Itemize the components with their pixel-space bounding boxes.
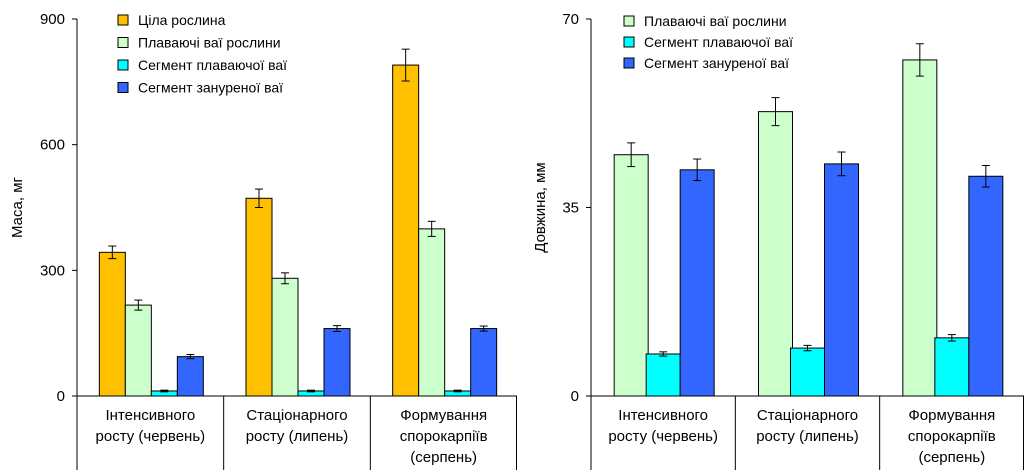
legend-label: Сегмент зануреної ваї — [644, 55, 789, 71]
error-bar-0-s3-c2 — [479, 325, 488, 332]
x-tick-label: Стаціонарного росту (липень) — [246, 407, 349, 445]
x-tick-label: Інтенсивного росту (червень) — [96, 407, 206, 445]
length-chart: 0 35 70 Довжина, мм Інтенсивного росту (черве… — [532, 11, 1024, 470]
bar-1-s0-c1 — [758, 111, 793, 397]
legend-label: Плаваючі ваї рослини — [644, 13, 787, 29]
legend-swatch — [117, 82, 129, 93]
bar-0-s1-c1 — [271, 277, 299, 397]
y-tick-label: 300 — [40, 262, 65, 279]
error-bar-1-s1-c2 — [947, 334, 956, 342]
legend-label: Сегмент зануреної ваї — [138, 80, 283, 96]
error-bar-1-s1-c1 — [803, 344, 812, 352]
error-bar-0-s0-c0 — [108, 245, 117, 260]
error-bar-0-s2-c0 — [160, 389, 169, 393]
error-bar-0-s1-c1 — [281, 272, 289, 285]
bar-0-s3-c0 — [176, 356, 204, 397]
error-bar-0-s2-c2 — [453, 389, 462, 393]
bar-1-s2-c2 — [968, 175, 1004, 397]
bar-0-s3-c1 — [323, 328, 351, 397]
bar-1-s2-c0 — [679, 169, 715, 397]
y-tick-label: 0 — [57, 388, 65, 405]
error-bar-1-s1-c0 — [659, 351, 668, 357]
error-bar-0-s3-c1 — [333, 325, 341, 332]
error-bar-0-s1-c0 — [134, 299, 143, 311]
y-tick-label: 900 — [40, 11, 65, 28]
error-bar-1-s2-c2 — [981, 164, 990, 188]
legend-label: Ціла рослина — [138, 12, 226, 28]
legend-swatch — [117, 14, 129, 26]
bar-0-s0-c1 — [245, 197, 273, 397]
bar-0-s3-c2 — [470, 328, 498, 397]
mass-chart: 0 300 600 900 Маса, мг Інтенсивного росту (чер… — [9, 11, 517, 470]
x-tick-label: Формування спорокарпіїв (серпень) — [400, 407, 488, 466]
bar-0-s1-c0 — [124, 304, 152, 397]
legend-swatch — [117, 59, 129, 71]
legend-swatch — [623, 57, 635, 69]
bar-1-s2-c1 — [824, 163, 859, 397]
legend-swatch — [623, 36, 635, 48]
error-bar-0-s0-c1 — [255, 188, 263, 208]
error-bar-1-s2-c0 — [693, 158, 702, 182]
legend: Ціла рослина Плаваючі ваї рослини Сегмент … — [117, 12, 287, 96]
bar-1-s1-c0 — [645, 353, 681, 397]
bar-1-s1-c2 — [934, 337, 970, 397]
y-tick-label: 600 — [40, 137, 65, 154]
error-bar-0-s3-c0 — [186, 354, 195, 360]
error-bar-0-s1-c2 — [427, 220, 436, 237]
bar-1-s0-c2 — [902, 59, 938, 397]
x-tick-label: Формування спорокарпіїв (серпень) — [908, 407, 996, 466]
error-bar-1-s0-c2 — [915, 43, 924, 77]
error-bar-0-s2-c1 — [307, 389, 315, 393]
bar-0-s1-c2 — [418, 228, 446, 397]
y-tick-label: 35 — [562, 200, 579, 217]
error-bar-1-s0-c0 — [627, 142, 636, 168]
error-bar-1-s0-c1 — [771, 97, 780, 127]
legend-label: Плаваючі ваї рослини — [138, 35, 281, 51]
bar-0-s0-c0 — [98, 251, 126, 397]
bar-1-s0-c0 — [613, 154, 649, 397]
y-tick-label: 0 — [571, 388, 579, 405]
y-tick-label: 70 — [562, 11, 579, 28]
y-axis-label: Маса, мг — [9, 176, 26, 237]
legend-label: Сегмент плаваючої ваї — [644, 34, 793, 50]
legend-label: Сегмент плаваючої ваї — [138, 57, 287, 73]
legend-swatch — [117, 37, 129, 48]
x-tick-label: Інтенсивного росту (червень) — [608, 407, 718, 445]
legend-swatch — [623, 15, 635, 27]
error-bar-1-s2-c1 — [837, 151, 846, 177]
error-bar-0-s0-c2 — [401, 48, 410, 82]
x-tick-label: Стаціонарного росту (липень) — [756, 407, 859, 445]
bar-0-s0-c2 — [392, 64, 420, 397]
legend: Плаваючі ваї рослини Сегмент плаваючої ва… — [623, 13, 793, 71]
y-axis-label: Довжина, мм — [532, 162, 549, 252]
bar-1-s1-c1 — [790, 347, 825, 397]
